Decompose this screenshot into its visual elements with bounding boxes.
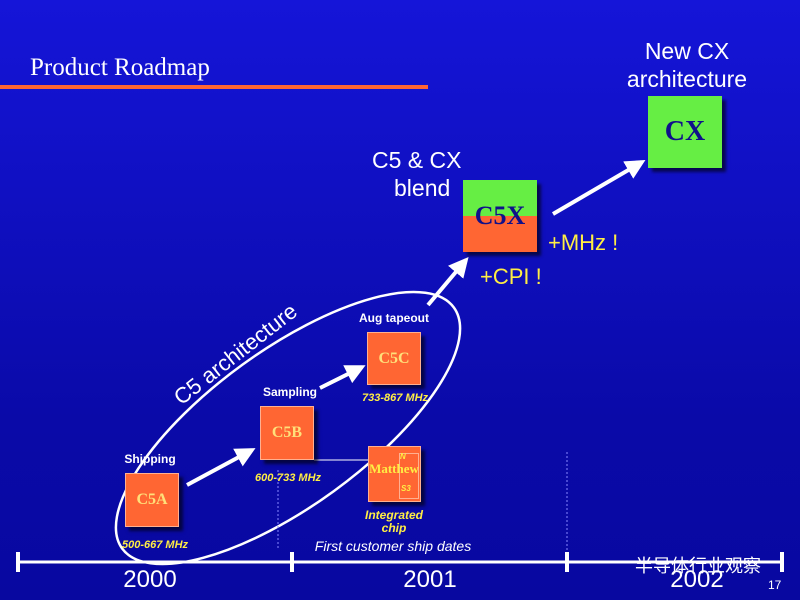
c5x-heading: blend: [394, 175, 451, 201]
stage: Aug tapeout: [359, 311, 429, 325]
title-rule: [0, 85, 428, 89]
speed: 500-667 MHz: [121, 539, 189, 551]
stage: Shipping: [124, 452, 176, 466]
watermark: 半导体行业观察: [635, 556, 761, 576]
chip-box: C5B: [260, 406, 314, 460]
year: 2000: [123, 566, 177, 593]
note: +CPI !: [480, 264, 542, 289]
arrows: [186, 159, 646, 487]
note: +MHz !: [548, 230, 619, 255]
cx-heading: New CX: [644, 38, 730, 64]
caption: Integrated: [364, 508, 424, 522]
title: Product Roadmap: [30, 54, 210, 81]
page-number: 17: [768, 578, 782, 592]
timeline: [16, 552, 784, 572]
cx-heading: architecture: [626, 66, 748, 92]
stage: Sampling: [262, 385, 318, 399]
integrated-label: Matthew: [369, 461, 419, 476]
c5x-box: C5X: [463, 180, 537, 252]
speed: 733-867 MHz: [361, 392, 429, 404]
arch-ellipse: [114, 290, 462, 566]
speed: 600-733 MHz: [254, 472, 322, 484]
c5x-heading: C5 & CX: [372, 147, 462, 173]
chip-box: C5C: [367, 332, 421, 385]
caption: chip: [381, 521, 407, 535]
chip-box: C5A: [125, 473, 179, 527]
corner-label: N: [400, 452, 406, 461]
integrated-box: [368, 446, 421, 502]
inner-block: [399, 453, 419, 499]
cx-box: CX: [648, 96, 722, 168]
year: 2002: [670, 566, 724, 593]
timeline-caption: First customer ship dates: [314, 538, 472, 554]
year: 2001: [403, 566, 457, 593]
corner-label: S3: [401, 484, 411, 493]
